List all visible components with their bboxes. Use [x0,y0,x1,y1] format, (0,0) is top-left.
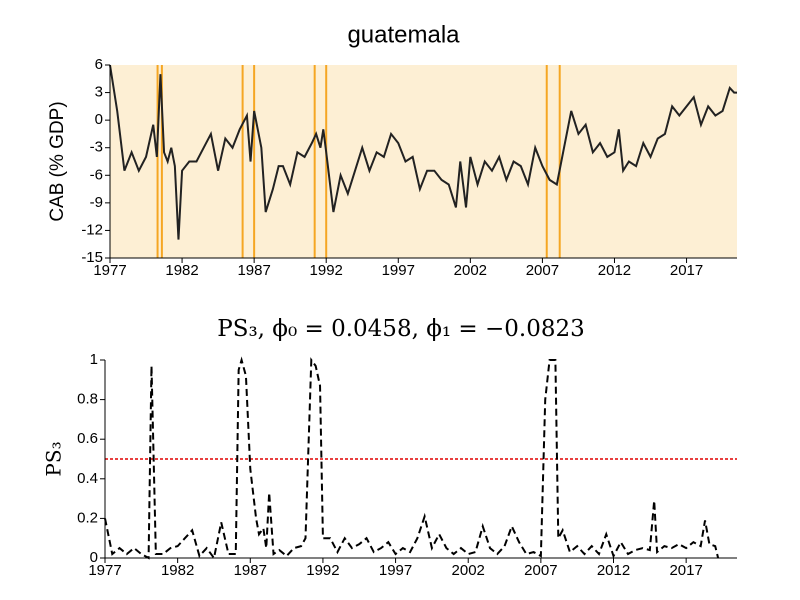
y-tick-label: -6 [90,166,103,183]
x-tick-label: 1977 [93,262,126,279]
x-tick-label: 2017 [670,262,703,279]
chart-title: guatemala [347,21,460,48]
y-tick-label: 0.4 [77,470,98,487]
y-axis-label: PS₃ [42,441,66,476]
x-tick-label: 2007 [526,262,559,279]
x-tick-label: 2007 [524,562,557,579]
y-tick-label: 6 [95,56,103,73]
x-tick-label: 2012 [597,562,630,579]
y-tick-label: 0.2 [77,509,98,526]
x-tick-label: 2012 [598,262,631,279]
x-tick-label: 1997 [379,562,412,579]
x-tick-label: 2017 [669,562,702,579]
data-line [104,356,720,561]
x-tick-label: 1987 [234,562,267,579]
x-tick-label: 2002 [452,562,485,579]
y-tick-label: 0.6 [77,430,98,447]
x-tick-label: 1992 [306,562,339,579]
chart-title: PS₃, ϕ₀ = 0.0458, ϕ₁ = −0.0823 [217,316,585,342]
x-tick-label: 1997 [382,262,415,279]
y-tick-label: 0 [95,111,103,128]
y-tick-label: -12 [81,221,103,238]
y-tick-label: -9 [90,194,103,211]
y-tick-label: 1 [90,351,98,368]
x-tick-label: 1977 [88,562,121,579]
y-tick-label: -3 [90,139,103,156]
y-axis-label: CAB (% GDP) [47,101,68,221]
y-tick-label: 3 [95,84,103,101]
y-tick-label: 0 [90,549,98,566]
x-tick-label: 1987 [237,262,270,279]
data-line [109,64,737,240]
x-tick-label: 2002 [454,262,487,279]
x-tick-label: 1982 [161,562,194,579]
plot-background [110,65,737,258]
x-tick-label: 1982 [165,262,198,279]
x-tick-label: 1992 [310,262,343,279]
y-tick-label: 0.8 [77,391,98,408]
y-tick-label: -15 [81,249,103,266]
